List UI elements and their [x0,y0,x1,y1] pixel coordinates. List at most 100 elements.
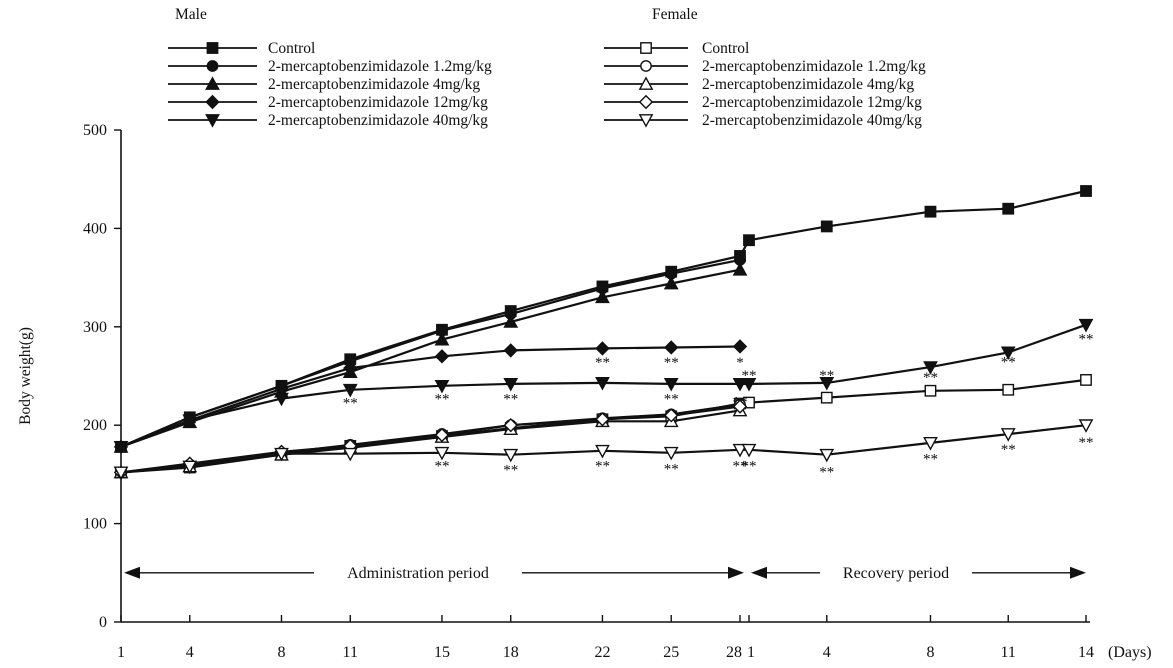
recovery-arrow-right [1070,566,1086,579]
data-point [732,377,748,392]
legend-entry-label: 2-mercaptobenzimidazole 12mg/kg [268,94,488,111]
data-point [1000,428,1016,442]
administration-period-label: Administration period [347,565,489,582]
legend-group-label: Male [175,6,207,23]
significance-mark: ** [819,464,834,480]
legend-marker [206,42,219,54]
significance-mark: ** [819,368,834,384]
legend-marker [206,60,219,72]
recovery-period-label: Recovery period [843,565,949,582]
x-tick-label: 8 [277,644,285,661]
x-tick-label: 22 [594,644,610,661]
series-layer [113,185,1094,481]
x-tick-label: 18 [503,644,519,661]
series-male-1 [115,253,746,453]
significance-mark: ** [664,392,679,408]
data-point [664,340,679,355]
data-point [503,418,518,433]
significance-mark: ** [1001,354,1016,370]
data-point [434,349,450,364]
data-point [343,360,358,376]
data-point [503,377,519,392]
data-point [732,443,748,458]
legend-marker [638,94,654,110]
data-point [741,443,757,458]
significance-mark: ** [503,392,518,408]
y-tick-label: 300 [83,319,107,336]
data-point [434,446,450,461]
series-male-4 [113,318,1094,455]
data-point [819,376,835,391]
significance-mark: ** [503,462,518,478]
data-point [503,314,519,328]
y-axis-label: Body weight(g) [17,327,34,425]
x-tick-label: 11 [1001,644,1016,661]
data-point [595,341,610,356]
significance-mark: ** [1079,435,1094,451]
data-point [274,447,289,462]
data-point [1078,318,1094,333]
data-point [923,361,938,375]
significance-mark: ** [664,355,679,371]
data-point [663,377,679,392]
series-female-8 [113,399,748,480]
legend-entry-label: 2-mercaptobenzimidazole 4mg/kg [268,76,480,93]
data-point [743,234,755,247]
y-tick-label: 500 [83,122,107,139]
data-point [595,412,610,427]
legend-entry-label: 2-mercaptobenzimidazole 4mg/kg [702,76,914,93]
data-point [434,331,450,346]
data-point [663,275,679,290]
y-tick-label: 100 [83,516,107,533]
significance-mark: ** [742,459,757,475]
data-point [595,376,610,391]
significance-mark: ** [923,452,938,468]
significance-annotations: ** ** **** ********* ** ******** ** ** ** **** ***… [343,332,1094,481]
x-tick-label: 28 [726,644,742,661]
significance-mark: ** [1001,442,1016,458]
significance-mark: ** [923,370,938,386]
x-axis-units: (Days) [1108,644,1152,661]
x-tick-label: 15 [434,644,450,661]
significance-mark: ** [595,355,610,371]
legend-entry-label: 2-mercaptobenzimidazole 40mg/kg [268,112,488,129]
data-point [595,289,610,304]
significance-mark: ** [595,459,610,475]
x-tick-label: 14 [1078,644,1094,661]
data-point [342,447,358,462]
data-point [732,399,748,414]
data-point [1002,202,1015,215]
significance-mark: ** [733,459,748,475]
series-male-3 [113,339,748,455]
series-line [120,345,741,448]
data-point [820,391,833,404]
y-tick-label: 0 [99,614,107,631]
legend-marker [205,94,220,110]
recovery-arrow-left [751,566,767,579]
data-point [732,339,748,354]
data-point [113,440,129,455]
data-point [503,343,518,358]
x-tick-label: 8 [926,644,934,661]
series-line [120,323,1087,448]
data-point [1080,185,1092,197]
legend-entry-label: 2-mercaptobenzimidazole 40mg/kg [702,112,922,129]
legend-entry-label: 2-mercaptobenzimidazole 12mg/kg [702,94,922,111]
x-tick-label: 1 [117,644,125,661]
y-tick-label: 200 [83,417,107,434]
data-point [595,444,610,459]
legend-marker [638,76,654,90]
admin-arrow-left [124,566,140,579]
admin-arrow-right [728,566,744,579]
data-point [182,414,198,428]
significance-mark: ** [434,459,449,475]
legend-marker [638,114,654,128]
significance-mark: ** [1079,332,1094,348]
data-point [663,446,679,461]
legend-marker [640,42,652,54]
significance-mark: ** [742,368,757,384]
legend-entry-label: Control [268,40,315,57]
series-line [120,424,1087,474]
